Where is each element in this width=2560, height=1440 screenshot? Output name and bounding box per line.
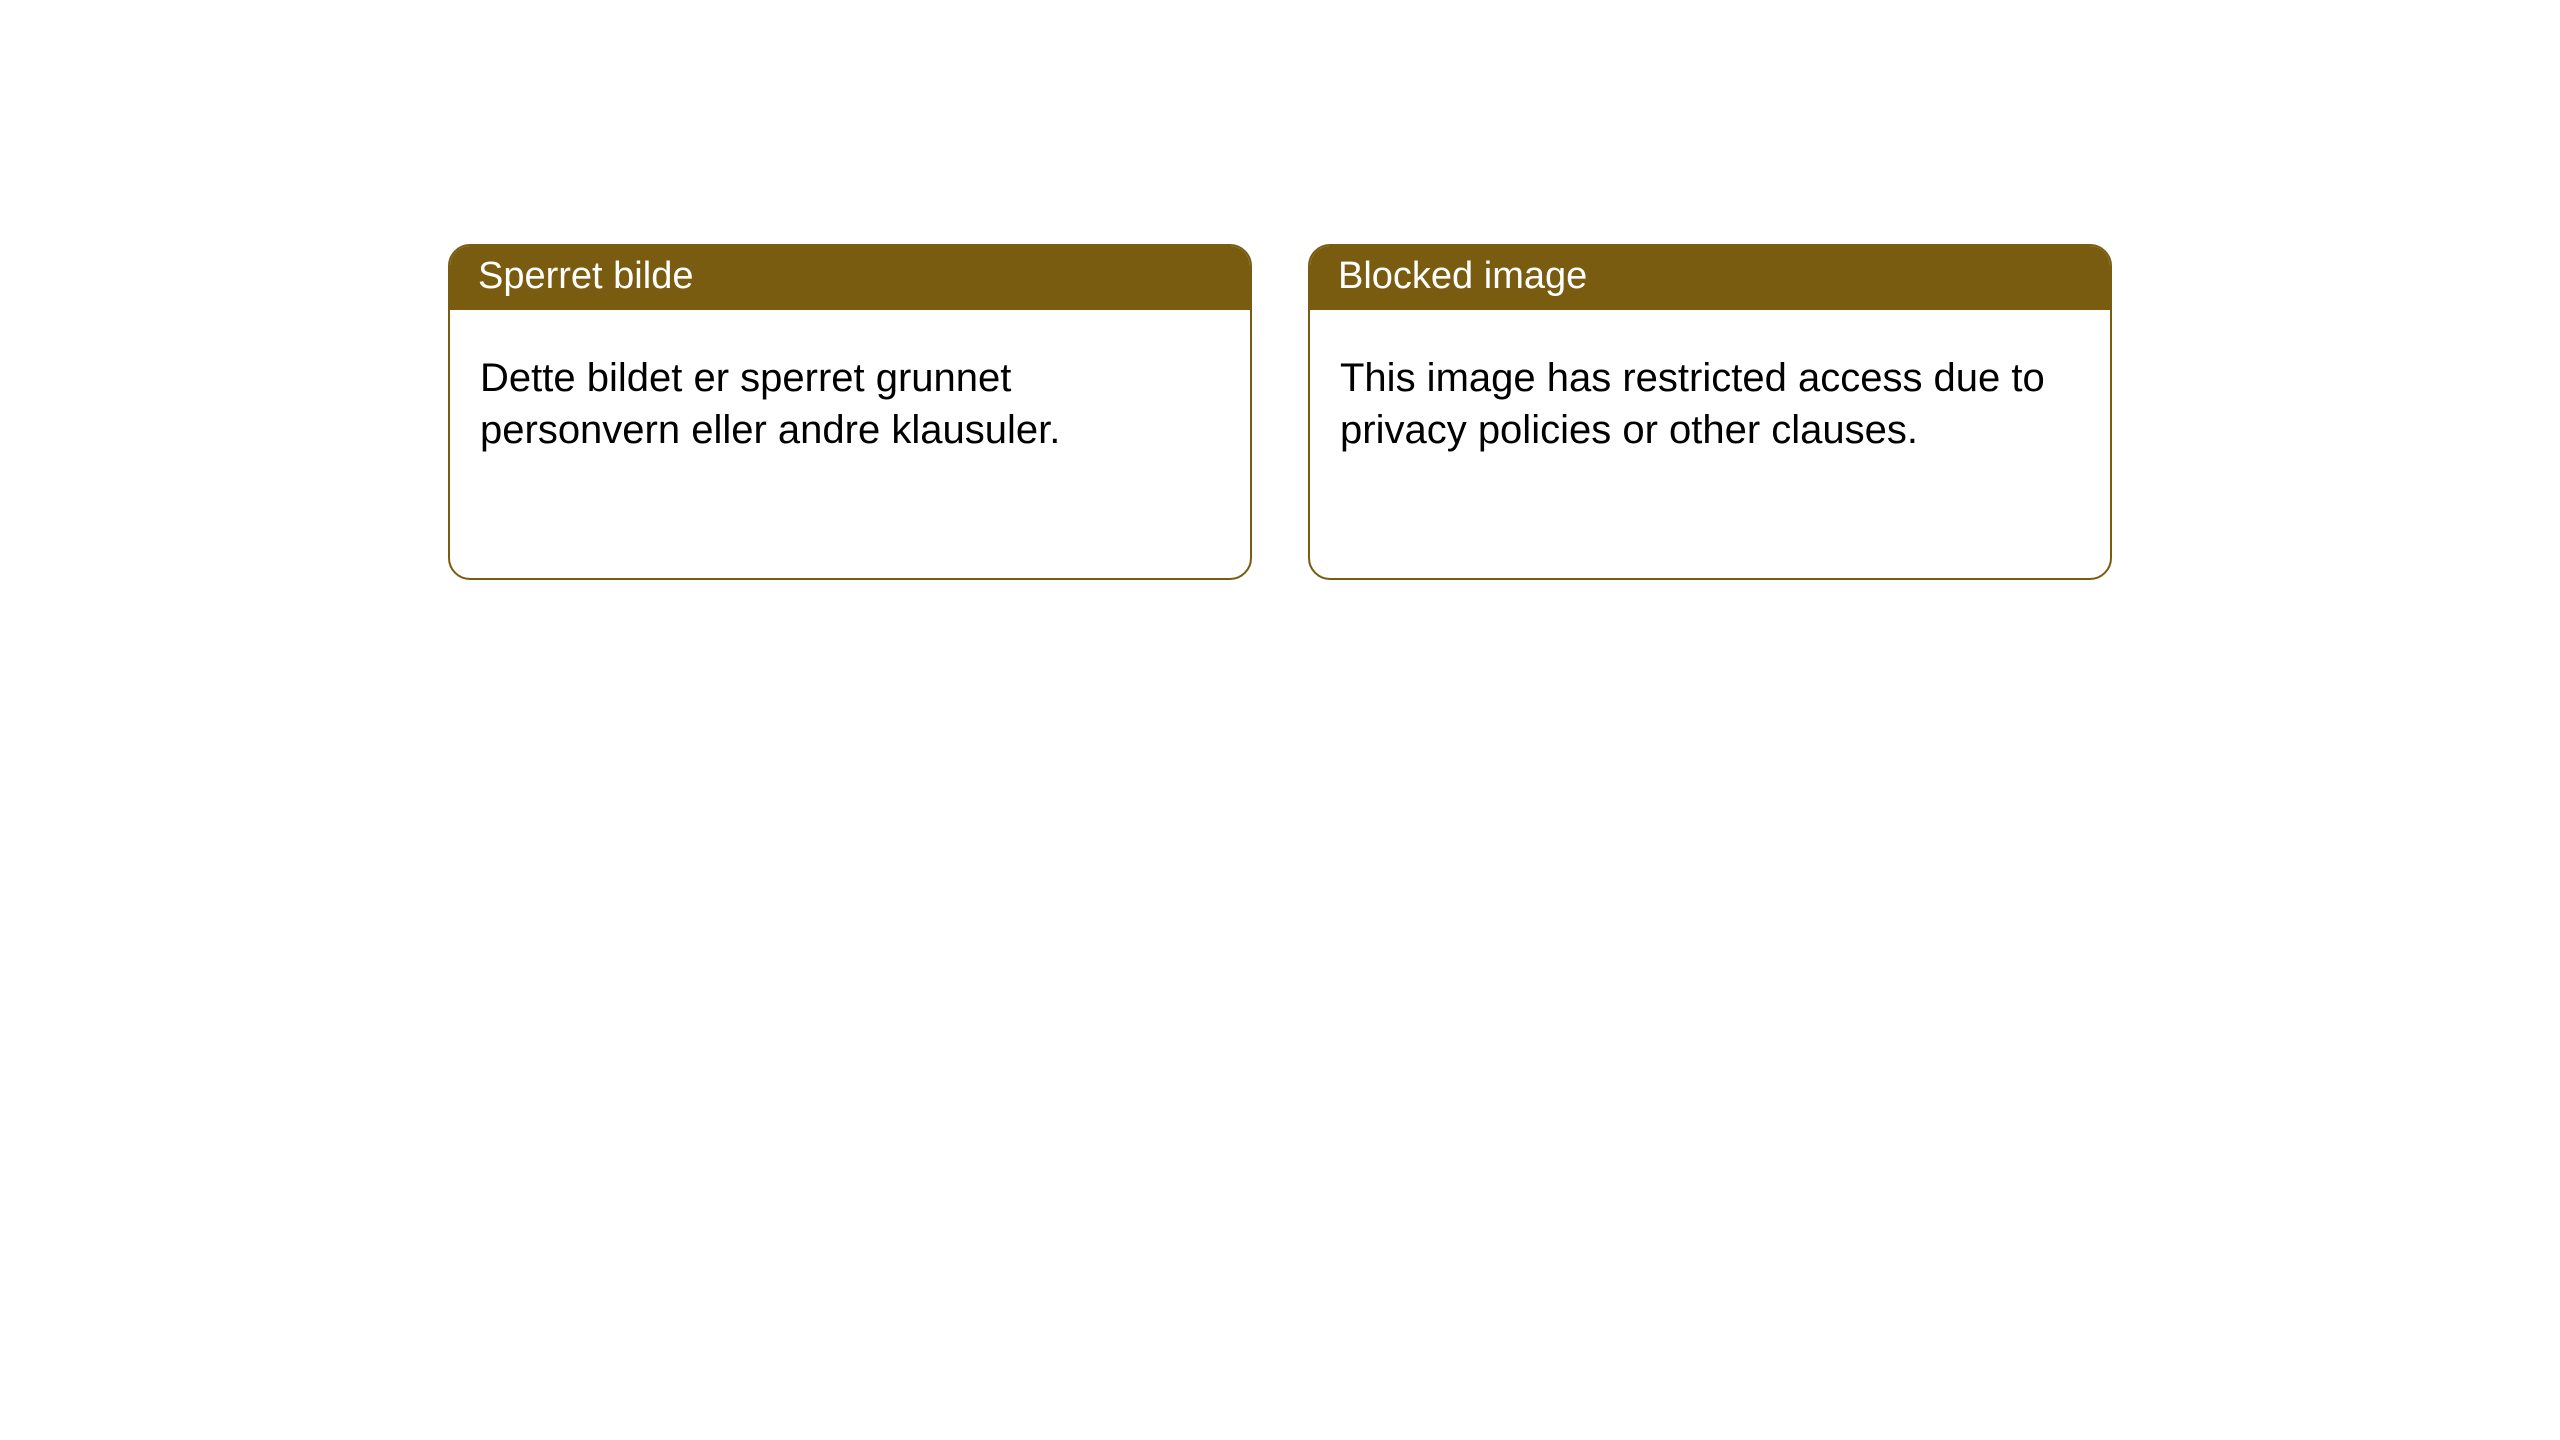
notice-card-english: Blocked image This image has restricted … [1308,244,2112,580]
notice-body: This image has restricted access due to … [1310,310,2110,486]
notice-message: This image has restricted access due to … [1340,356,2045,452]
notice-title: Sperret bilde [478,255,693,297]
notice-title: Blocked image [1338,255,1587,297]
notice-body: Dette bildet er sperret grunnet personve… [450,310,1250,486]
notice-header: Sperret bilde [450,246,1250,310]
notice-card-norwegian: Sperret bilde Dette bildet er sperret gr… [448,244,1252,580]
notice-message: Dette bildet er sperret grunnet personve… [480,356,1060,452]
notice-header: Blocked image [1310,246,2110,310]
notice-container: Sperret bilde Dette bildet er sperret gr… [0,0,2560,580]
